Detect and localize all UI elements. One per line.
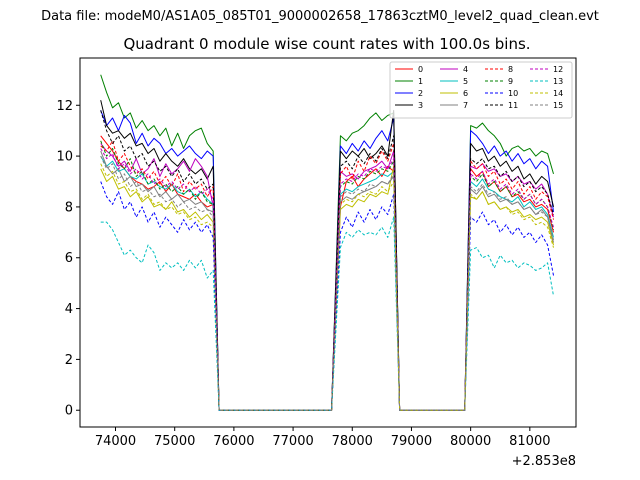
axes-frame <box>79 57 577 428</box>
y-tick-label: 0 <box>65 404 73 419</box>
axes: 74000 75000 76000 77000 78000 79000 80000 81000… <box>56 99 550 449</box>
x-tick-label: 75000 <box>154 434 195 449</box>
legend-label-12: 12 <box>553 65 563 74</box>
y-tick-label: 2 <box>65 353 73 368</box>
legend-label-15: 15 <box>553 101 563 110</box>
series-line-5 <box>100 155 554 411</box>
series-line-7 <box>100 150 554 411</box>
legend-label-3: 3 <box>418 101 423 110</box>
x-tick-label: 78000 <box>332 434 373 449</box>
x-tick-label: 77000 <box>272 434 313 449</box>
legend-label-11: 11 <box>508 101 518 110</box>
series-line-14 <box>100 163 554 411</box>
x-offset-label: +2.853e8 <box>512 454 576 469</box>
x-tick-label: 81000 <box>509 434 550 449</box>
legend-label-9: 9 <box>508 77 513 86</box>
legend-label-8: 8 <box>508 65 513 74</box>
legend-label-14: 14 <box>553 89 563 98</box>
series-line-6 <box>100 165 554 411</box>
x-tick-label: 74000 <box>95 434 136 449</box>
legend-label-4: 4 <box>463 65 468 74</box>
legend-label-10: 10 <box>508 89 518 98</box>
series-line-3 <box>100 100 554 411</box>
series-line-11 <box>100 110 554 411</box>
y-tick-label: 12 <box>56 99 73 114</box>
figure-suptitle: Data file: modeM0/AS1A05_085T01_90000026… <box>41 9 599 24</box>
x-tick-label: 80000 <box>450 434 491 449</box>
legend-label-1: 1 <box>418 77 423 86</box>
legend-label-0: 0 <box>418 65 423 74</box>
legend-label-7: 7 <box>463 101 468 110</box>
legend-label-5: 5 <box>463 77 468 86</box>
series-line-10 <box>100 181 555 411</box>
legend-box <box>389 61 573 119</box>
series-line-15 <box>100 155 554 411</box>
series-line-13 <box>100 216 555 411</box>
x-tick-label: 79000 <box>391 434 432 449</box>
legend-label-6: 6 <box>463 89 468 98</box>
series-line-1 <box>100 74 554 411</box>
legend-label-13: 13 <box>553 77 563 86</box>
x-tick-label: 76000 <box>213 434 254 449</box>
y-tick-label: 6 <box>65 251 73 266</box>
series-line-0 <box>100 135 554 411</box>
y-tick-label: 10 <box>56 150 73 165</box>
plot-area <box>100 74 555 411</box>
y-tick-label: 4 <box>65 302 73 317</box>
legend-label-2: 2 <box>418 89 423 98</box>
chart-title: Quadrant 0 module wise count rates with … <box>123 35 530 53</box>
y-tick-label: 8 <box>65 200 73 215</box>
